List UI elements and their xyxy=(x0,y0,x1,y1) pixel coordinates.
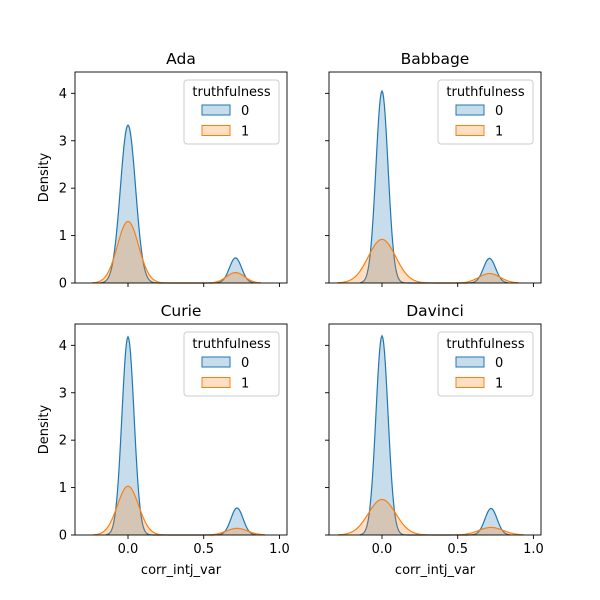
x-axis-label: corr_intj_var xyxy=(141,563,222,578)
legend-swatch-1 xyxy=(455,377,485,388)
legend-box xyxy=(183,331,280,397)
y-tick-label: 4 xyxy=(59,87,67,102)
legend-box xyxy=(183,79,280,145)
legend: truthfulness 0 1 xyxy=(437,79,534,145)
density-fill-1 xyxy=(337,499,524,535)
legend-label-0: 0 xyxy=(495,356,503,371)
legend-swatch-1 xyxy=(201,377,231,388)
subplot-ada: 0 1 2 3 4 Ada Density truthfulness 0 1 xyxy=(37,50,288,292)
subplot-title: Curie xyxy=(161,302,202,320)
y-tick-label: 2 xyxy=(59,434,67,449)
density-fill-0 xyxy=(100,125,255,283)
y-tick-label: 3 xyxy=(59,386,67,401)
x-tick-label: 0.0 xyxy=(118,542,139,557)
y-tick-label: 1 xyxy=(59,229,67,244)
legend-title: truthfulness xyxy=(446,337,524,352)
legend-box xyxy=(437,79,534,145)
density-fill-0 xyxy=(105,336,257,535)
axes-frame xyxy=(328,323,542,536)
legend-label-1: 1 xyxy=(241,377,249,392)
x-tick-label: 0.5 xyxy=(447,542,468,557)
density-fill-1 xyxy=(92,221,261,283)
legend-label-1: 1 xyxy=(495,377,503,392)
y-tick-label: 1 xyxy=(59,481,67,496)
x-tick-label: 1.0 xyxy=(269,542,290,557)
legend-title: truthfulness xyxy=(446,85,524,100)
axes-frame xyxy=(74,71,288,284)
subplot-curie: 0.0 0.5 1.0 0 1 2 3 4 Curie corr_intj_var Density t… xyxy=(37,302,290,578)
subplot-babbage: Babbage truthfulness 0 1 xyxy=(325,50,542,287)
axes-frame xyxy=(74,323,288,536)
legend-swatch-1 xyxy=(201,125,231,136)
density-fill-1 xyxy=(337,239,519,283)
subplot-davinci: 0.0 0.5 1.0 Davinci corr_intj_var truthfulnes… xyxy=(325,302,544,578)
legend-label-1: 1 xyxy=(495,125,503,140)
x-tick-label: 0.5 xyxy=(193,542,214,557)
legend-swatch-1 xyxy=(455,125,485,136)
legend-title: truthfulness xyxy=(192,85,270,100)
y-axis-label: Density xyxy=(37,152,52,202)
subplot-title: Davinci xyxy=(406,302,464,320)
legend-label-1: 1 xyxy=(241,125,249,140)
legend-swatch-0 xyxy=(455,104,485,116)
x-axis-label: corr_intj_var xyxy=(395,563,476,578)
legend-swatch-0 xyxy=(201,104,231,116)
legend-swatch-0 xyxy=(455,356,485,368)
axes-frame xyxy=(328,71,542,284)
y-tick-label: 4 xyxy=(59,339,67,354)
legend: truthfulness 0 1 xyxy=(183,79,280,145)
x-tick-label: 0.0 xyxy=(372,542,393,557)
subplot-title: Ada xyxy=(166,50,196,68)
x-tick-label: 1.0 xyxy=(523,542,544,557)
legend-label-0: 0 xyxy=(241,104,249,119)
y-tick-label: 0 xyxy=(59,529,67,544)
subplot-title: Babbage xyxy=(401,50,470,68)
y-tick-label: 0 xyxy=(59,277,67,292)
legend: truthfulness 0 1 xyxy=(437,331,534,397)
legend-label-0: 0 xyxy=(495,104,503,119)
legend: truthfulness 0 1 xyxy=(183,331,280,397)
legend-label-0: 0 xyxy=(241,356,249,371)
legend-title: truthfulness xyxy=(192,337,270,352)
y-tick-label: 2 xyxy=(59,182,67,197)
legend-box xyxy=(437,331,534,397)
y-axis-label: Density xyxy=(37,404,52,454)
legend-swatch-0 xyxy=(201,356,231,368)
y-tick-label: 3 xyxy=(59,134,67,149)
